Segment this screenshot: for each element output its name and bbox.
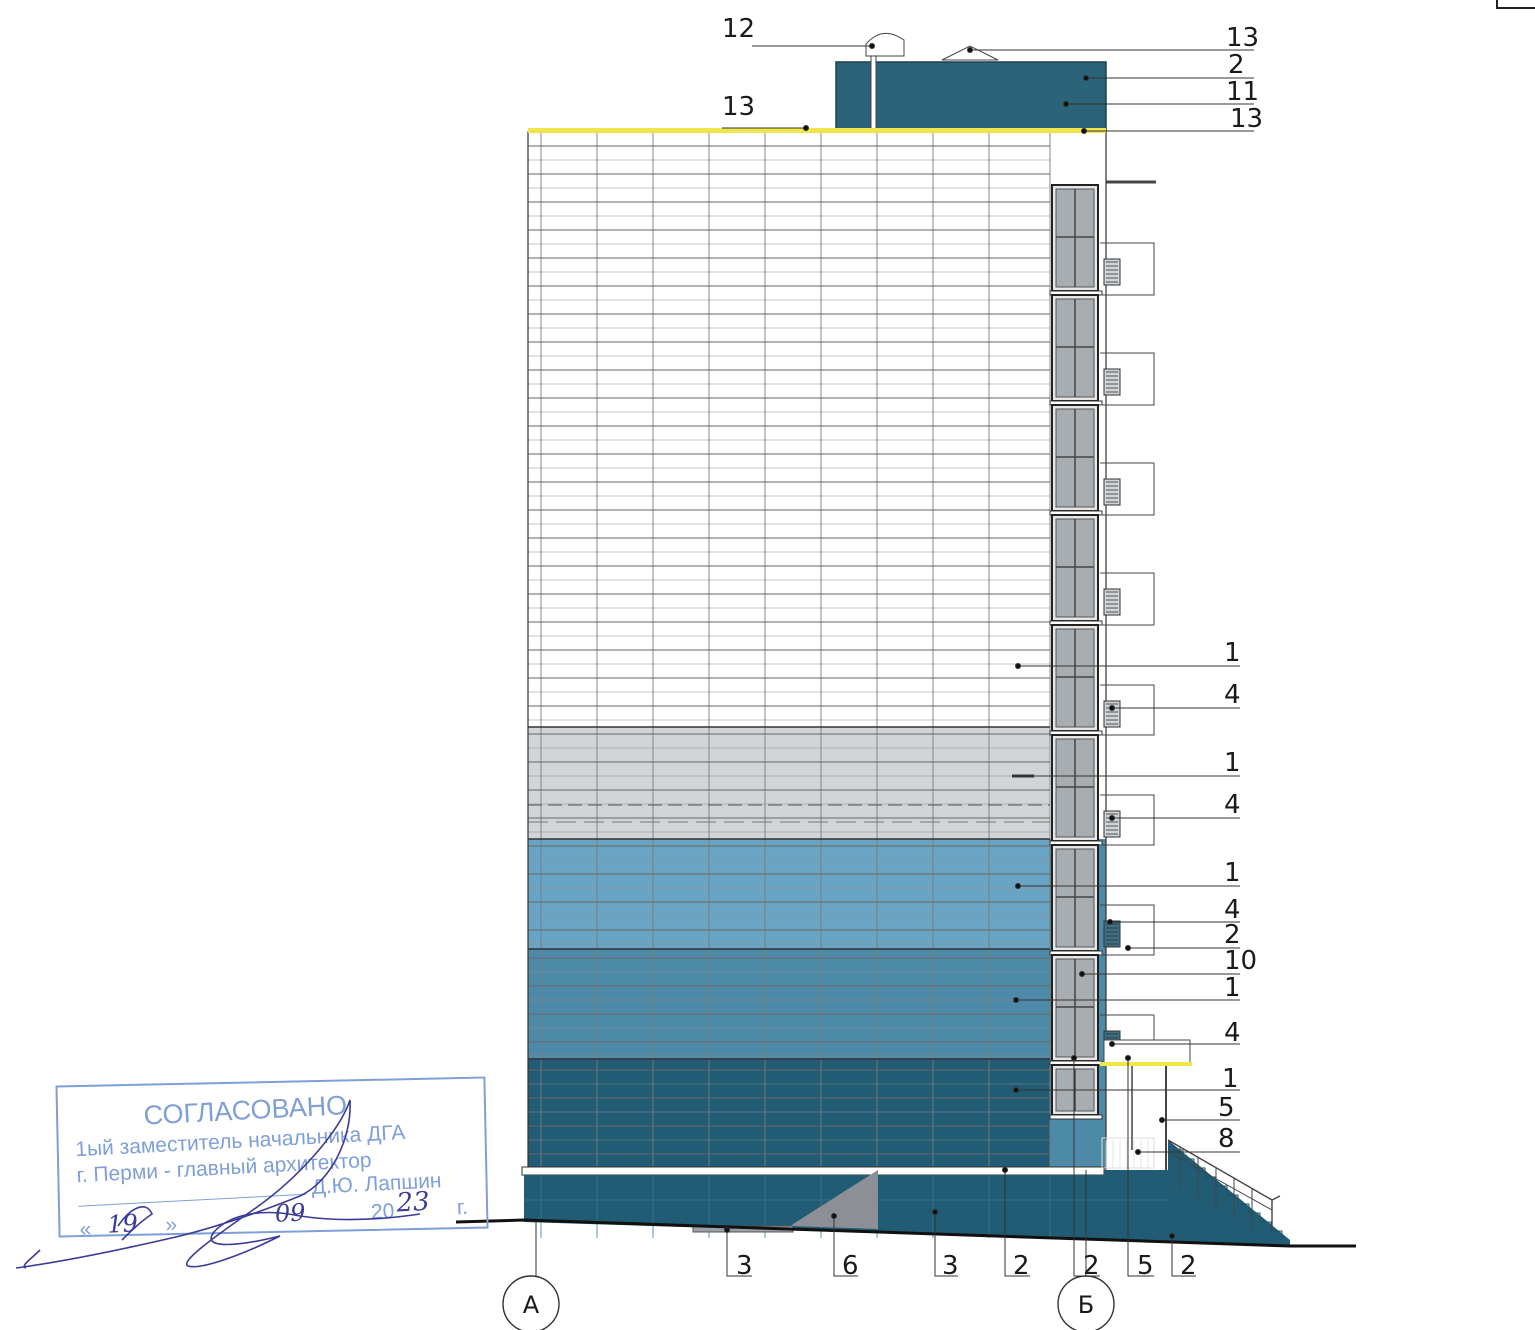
ac-louver [1103,368,1121,396]
callout-right: 4 [1224,1018,1241,1048]
callout-right: 2 [1224,920,1241,950]
callout-right: 4 [1224,790,1241,820]
stair-step [1249,1212,1261,1222]
callout-bottom: 6 [842,1251,859,1281]
axis-bubble-a [502,1275,560,1330]
porch-canopy-edge [1100,1062,1192,1066]
callout-bottom: 5 [1137,1251,1154,1281]
facade-panel-grid [527,132,1051,1169]
entrance-ramp [790,1170,878,1229]
approval-stamp: СОГЛАСОВАНО 1ый заместитель начальника Д… [15,1076,489,1269]
band-light-grey [528,727,1050,839]
window-sill [1049,1114,1103,1120]
callout-top-13: 13 [722,92,755,122]
vent-pipe [870,43,877,133]
ac-louver [1103,258,1121,286]
balcony-outline [1100,684,1155,736]
callout-right: 4 [1224,895,1241,925]
callout-right: 1 [1224,973,1241,1003]
stamp-date-close: » [165,1213,178,1237]
stamp-date-day: 19 [107,1209,139,1239]
callout-bottom: 3 [942,1251,959,1281]
window-column [1049,184,1103,1120]
ac-louver [1103,810,1121,838]
stamp-year-g: г. [456,1196,468,1220]
callout-right: 10 [1224,946,1257,976]
stair-step [1271,1230,1283,1240]
sheet-frame-corner [1496,0,1535,9]
parapet [528,128,1106,133]
ground-line [455,1218,1356,1248]
balcony-outline [1100,794,1155,846]
stair-handrail-end [1271,1195,1281,1201]
callout-right: 2 [1228,50,1245,80]
callout-right: 1 [1224,858,1241,888]
ac-louver [1103,588,1121,616]
callout-right: 1 [1224,638,1241,668]
callout-bottom: 2 [1180,1251,1197,1281]
callout-right: 8 [1218,1124,1235,1154]
axis-label-a: А [523,1291,540,1319]
axis-markers: А Б [502,1170,1115,1330]
balcony-outline [1100,242,1155,296]
stair-step [1172,1149,1184,1159]
callout-numbers: 12 13 13 2 11 13 1 4 1 4 1 4 2 10 1 4 1 … [722,14,1263,1281]
callout-right: 4 [1224,680,1241,710]
band-dark-teal [528,1059,1050,1169]
callout-top-12: 12 [722,14,755,44]
callout-right: 1 [1224,748,1241,778]
axis-label-b: Б [1078,1291,1094,1319]
axis-bubble-b [1057,1275,1115,1330]
stair-step [1183,1158,1195,1168]
callout-bottom: 2 [1013,1251,1030,1281]
plinth [455,1039,1356,1248]
callout-right: 11 [1226,77,1259,107]
entrance-stair [1101,1137,1283,1240]
balcony-outline [1100,904,1155,956]
stamp-year-suffix: 23 [395,1187,431,1219]
balcony-outline [1100,352,1155,406]
stamp-title: СОГЛАСОВАНО [143,1090,348,1131]
balcony-outline [1100,462,1155,516]
callout-right: 1 [1222,1064,1239,1094]
stamp-signature-line [78,1193,307,1207]
callout-bottom: 2 [1083,1251,1100,1281]
handwritten-signature [15,1099,421,1269]
callout-right: 5 [1218,1093,1235,1123]
vent-cap [865,32,905,57]
stair-step [1260,1221,1272,1231]
plinth-wall [524,1140,1290,1246]
stair-step [1227,1194,1239,1204]
band-mid-blue [528,949,1050,1059]
band-light-blue [528,839,1050,949]
callout-leaders [722,43,1254,1277]
roof-box [835,61,1107,133]
stair-step [1238,1203,1250,1213]
ac-louver [1103,478,1121,506]
callout-right: 13 [1226,23,1259,53]
ac-louver [1103,920,1121,948]
callout-bottom: 3 [736,1251,753,1281]
balcony-outlines [1100,242,1155,1066]
callout-right: 13 [1230,104,1263,134]
tower [521,128,1107,1176]
plinth-divider [521,1166,1105,1176]
stair-step [1216,1185,1228,1195]
stamp-frame [55,1076,489,1238]
balcony-outline [1100,572,1155,626]
stamp-date-open: « [79,1218,92,1242]
stamp-year-prefix: 20 [370,1200,395,1224]
ac-louver [1103,700,1121,728]
roof-superstructure [835,32,1107,133]
stair-rail [1167,1151,1273,1211]
band-white [528,132,1050,727]
